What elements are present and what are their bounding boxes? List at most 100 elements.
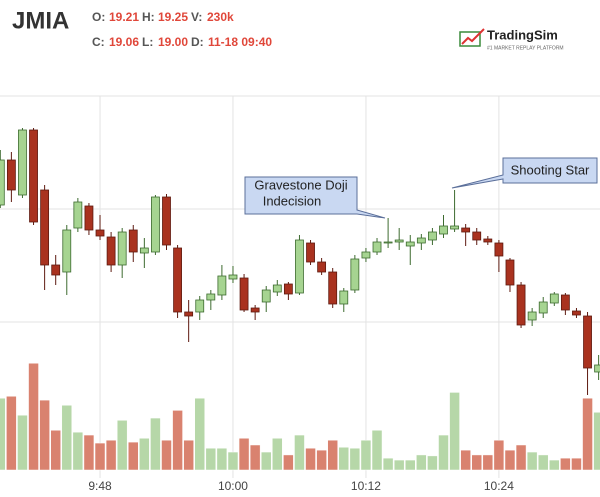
volume-bar bbox=[549, 459, 560, 471]
candle-body bbox=[151, 196, 160, 253]
annotation: Gravestone Doji Indecision Shooting Star bbox=[244, 157, 598, 219]
candle-body bbox=[494, 242, 504, 257]
symbol: JMIA bbox=[12, 7, 69, 34]
volume-bar bbox=[227, 451, 239, 471]
candle-body bbox=[106, 236, 116, 266]
candle-body bbox=[51, 264, 61, 276]
candle-body bbox=[472, 231, 482, 241]
x-tick-label: 9:48 bbox=[88, 479, 112, 493]
candle-body bbox=[450, 225, 459, 230]
volume-bar bbox=[28, 362, 39, 471]
callout-box bbox=[244, 176, 386, 219]
candle-body bbox=[84, 205, 94, 231]
candle-body bbox=[217, 275, 227, 296]
volume-bar bbox=[50, 429, 61, 471]
volume-bar bbox=[172, 410, 183, 471]
field-value: 19.25 bbox=[158, 10, 188, 24]
volume-bar bbox=[105, 439, 117, 471]
logo-icon bbox=[459, 31, 481, 47]
volume-bar bbox=[482, 454, 494, 471]
logo: TradingSim #1 MARKET REPLAY PLATFORM bbox=[459, 27, 564, 51]
candle-body bbox=[295, 239, 304, 294]
candle-body bbox=[416, 237, 426, 244]
volume-bar bbox=[249, 444, 261, 471]
candle-body bbox=[583, 315, 592, 369]
candle-body bbox=[594, 364, 600, 373]
volume-bar bbox=[416, 454, 427, 471]
field-label: L: bbox=[142, 35, 153, 49]
candle-body bbox=[40, 189, 50, 266]
candle-body bbox=[361, 251, 371, 259]
logo-icon bbox=[461, 28, 485, 45]
candle-body bbox=[328, 271, 338, 305]
candle-body bbox=[560, 294, 570, 311]
candle-body bbox=[261, 289, 271, 303]
volume-bar bbox=[0, 397, 6, 471]
candle-body bbox=[206, 293, 216, 301]
volume-bar bbox=[61, 404, 73, 471]
volume-bar bbox=[438, 434, 449, 471]
candle-body bbox=[73, 201, 83, 229]
candle-body bbox=[283, 283, 293, 295]
candle-body bbox=[317, 261, 327, 273]
candle-body bbox=[527, 311, 537, 321]
candle-body bbox=[505, 259, 515, 286]
volume-bar bbox=[537, 454, 549, 471]
volume-bar bbox=[161, 439, 172, 471]
volume-bar bbox=[349, 447, 361, 471]
volume-bar bbox=[382, 457, 394, 471]
candle-body bbox=[461, 227, 471, 233]
volume-bar bbox=[338, 446, 350, 471]
x-tick-label: 10:12 bbox=[351, 479, 381, 493]
candle-body bbox=[483, 238, 493, 243]
volume-bar bbox=[393, 459, 405, 471]
logo-tagline: #1 MARKET REPLAY PLATFORM bbox=[487, 45, 564, 51]
volume-bar bbox=[460, 449, 471, 471]
candle-body bbox=[572, 310, 581, 316]
field-value: 19.21 bbox=[109, 10, 139, 24]
candle-body bbox=[538, 301, 548, 314]
field-value: 19.00 bbox=[158, 35, 188, 49]
volume-bar bbox=[582, 397, 593, 471]
volume-bar bbox=[94, 442, 106, 471]
volume-bar bbox=[150, 417, 161, 471]
volume-bar bbox=[6, 396, 17, 471]
candle-body bbox=[0, 159, 5, 206]
volume-bar bbox=[405, 459, 416, 471]
candle-body bbox=[117, 231, 127, 266]
candle-body bbox=[428, 231, 437, 241]
candle-body bbox=[29, 129, 38, 223]
volume-bar bbox=[504, 449, 516, 471]
volume-bar bbox=[316, 449, 327, 471]
volume-bar bbox=[205, 447, 217, 471]
volume-bar bbox=[128, 441, 139, 471]
field-value: 230k bbox=[207, 10, 234, 24]
candle-body bbox=[516, 284, 526, 326]
candle-body bbox=[383, 241, 393, 244]
volume-bar bbox=[360, 439, 372, 471]
volume-bar bbox=[272, 438, 283, 471]
candle-body bbox=[394, 239, 404, 243]
candle-body bbox=[6, 159, 16, 191]
candle-body bbox=[439, 225, 448, 235]
volume-bar bbox=[72, 431, 84, 471]
candle-body bbox=[405, 241, 415, 247]
x-tick-label: 10:24 bbox=[484, 479, 514, 493]
volume-bar bbox=[449, 392, 460, 471]
candle-body bbox=[195, 299, 205, 313]
candle-body bbox=[62, 229, 72, 273]
volume-bar bbox=[238, 438, 250, 471]
candle-body bbox=[372, 241, 382, 253]
logo-name: TradingSim bbox=[487, 27, 558, 42]
candle-body bbox=[239, 277, 249, 311]
candle-body bbox=[95, 229, 105, 237]
annotation-text: Indecision bbox=[263, 193, 322, 208]
plot: 9:48 10:00 10:12 10:24 bbox=[0, 96, 600, 493]
candle-body bbox=[128, 229, 138, 253]
volume-bar bbox=[116, 420, 128, 471]
candle-body bbox=[162, 196, 171, 246]
candle-body bbox=[250, 307, 260, 313]
annotation-text: Gravestone Doji bbox=[254, 177, 347, 192]
